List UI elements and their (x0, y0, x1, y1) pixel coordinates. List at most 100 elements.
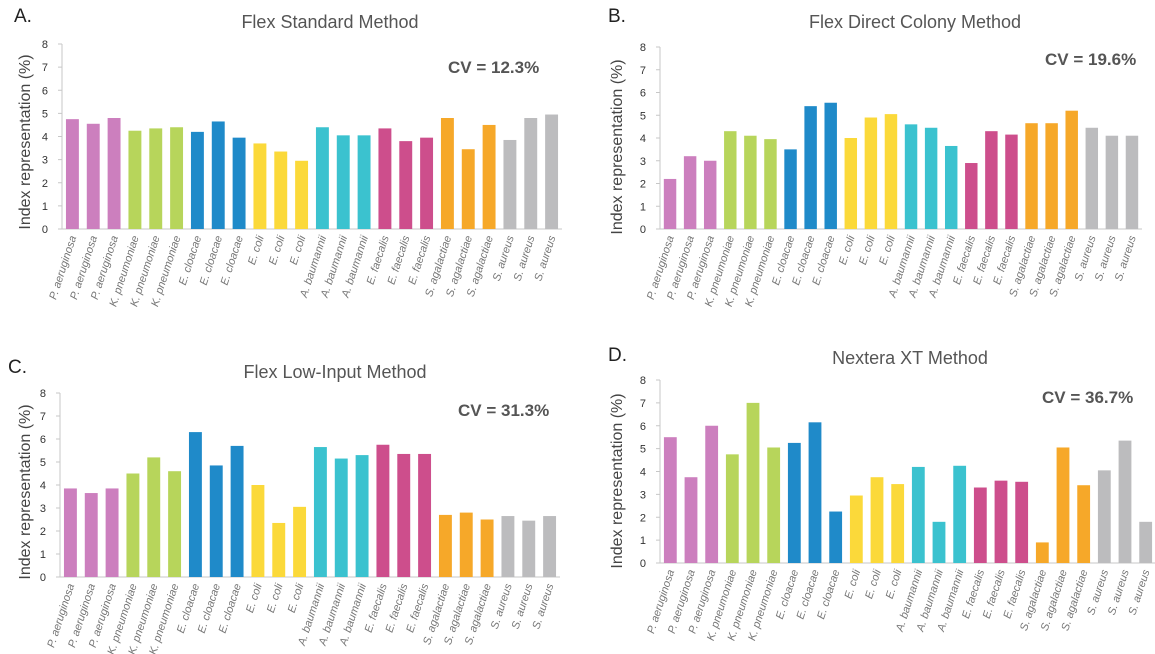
bar (684, 477, 698, 563)
y-tick-label: 2 (42, 178, 48, 190)
x-tick-label: E. coli (863, 568, 884, 601)
bar (399, 141, 413, 229)
y-tick-label: 3 (42, 155, 48, 167)
bar (459, 512, 473, 577)
bar (829, 511, 843, 563)
bar (683, 156, 697, 229)
bar (147, 457, 161, 577)
bar (503, 139, 517, 229)
bar (746, 402, 760, 563)
bar (808, 422, 822, 563)
bar (849, 495, 863, 563)
y-tick-label: 7 (640, 398, 646, 410)
bar (1025, 123, 1038, 229)
bar (985, 131, 998, 229)
bar (84, 493, 98, 577)
x-tick-label: E. coli (884, 568, 905, 601)
bar (824, 102, 837, 229)
bar (1035, 542, 1049, 563)
y-tick-label: 5 (640, 110, 646, 122)
bar (313, 447, 327, 577)
bar (804, 106, 817, 229)
panel-letter: D. (608, 345, 627, 366)
y-tick-label: 8 (640, 375, 646, 387)
panel-letter: A. (14, 6, 32, 27)
y-tick-label: 1 (40, 549, 46, 561)
bar (126, 473, 140, 577)
bar (1125, 135, 1139, 229)
bar (767, 447, 781, 563)
bar (994, 480, 1008, 563)
bar (378, 128, 392, 229)
bar (357, 135, 371, 229)
bar (973, 487, 987, 563)
bar (524, 118, 538, 229)
y-tick-label: 4 (640, 133, 646, 145)
bar (904, 124, 918, 229)
bar (705, 425, 719, 563)
y-tick-label: 3 (640, 156, 646, 168)
y-tick-label: 2 (640, 179, 646, 191)
bar (844, 138, 858, 229)
bar (355, 455, 369, 577)
bar (764, 139, 777, 229)
bar (501, 516, 515, 577)
bar (1105, 135, 1119, 229)
chart-title: Nextera XT Method (832, 348, 988, 368)
panel-letter: B. (608, 6, 626, 27)
y-tick-label: 0 (640, 224, 646, 236)
y-tick-label: 1 (42, 201, 48, 213)
bar (1005, 134, 1018, 229)
bar (784, 149, 797, 229)
y-tick-label: 5 (42, 108, 48, 120)
bar (253, 143, 267, 229)
bar (1077, 485, 1091, 563)
bar (149, 128, 163, 229)
y-tick-label: 8 (40, 388, 46, 400)
y-tick-label: 7 (42, 62, 48, 74)
cv-annotation: CV = 36.7% (1042, 388, 1134, 407)
bar (107, 118, 121, 229)
bar (1045, 123, 1058, 229)
bar (438, 514, 452, 577)
chart-title: Flex Low-Input Method (243, 362, 427, 382)
bar (480, 519, 494, 577)
y-tick-label: 6 (640, 421, 646, 433)
bar (336, 135, 350, 229)
bar (397, 453, 411, 577)
bar (105, 488, 119, 577)
bar (128, 130, 142, 229)
y-tick-label: 3 (40, 503, 46, 515)
bar (482, 124, 496, 229)
y-tick-label: 8 (42, 39, 48, 51)
bar (543, 516, 557, 577)
y-tick-label: 1 (640, 535, 646, 547)
bar (376, 444, 390, 577)
y-tick-label: 2 (640, 512, 646, 524)
bar (663, 437, 677, 563)
bar (334, 458, 348, 577)
bar (420, 137, 434, 229)
bar (864, 117, 878, 229)
y-tick-label: 6 (40, 434, 46, 446)
bar (787, 442, 801, 563)
y-tick-label: 6 (42, 85, 48, 97)
bar (1118, 440, 1132, 563)
y-tick-label: 4 (42, 132, 48, 144)
bar (1097, 470, 1111, 563)
y-tick-label: 0 (42, 224, 48, 236)
bar (744, 135, 757, 229)
bar (230, 445, 244, 577)
bar (965, 163, 978, 229)
bar (86, 123, 100, 229)
bar (190, 131, 204, 229)
bar (703, 160, 717, 229)
cv-annotation: CV = 19.6% (1045, 50, 1137, 69)
panel-letter: C. (8, 357, 27, 378)
bar (188, 432, 202, 577)
bar (232, 137, 246, 229)
